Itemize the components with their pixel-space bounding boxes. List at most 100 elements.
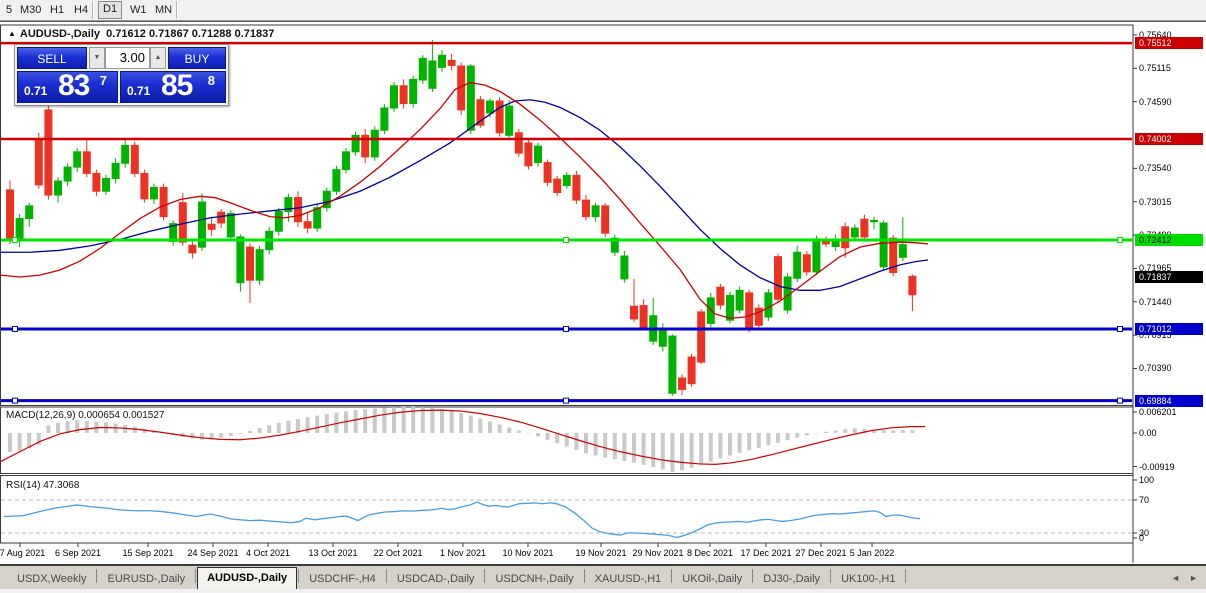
timeframe-button-mn[interactable]: MN bbox=[155, 4, 173, 16]
chart-tab-audusd[interactable]: AUDUSD-,Daily bbox=[197, 567, 298, 590]
candle-body bbox=[342, 151, 350, 171]
candle-body bbox=[610, 237, 619, 253]
sell-price-big-digits: 83 bbox=[58, 69, 90, 102]
candle-body bbox=[678, 377, 686, 390]
tab-scroll-right-icon[interactable]: ► bbox=[1189, 573, 1198, 583]
candle-body bbox=[466, 65, 475, 131]
candle-body bbox=[207, 223, 216, 230]
candle-body bbox=[620, 255, 629, 280]
candle-body bbox=[380, 107, 389, 131]
price-tick-label: 0.70390 bbox=[1139, 363, 1172, 374]
chart-title: ▲ AUDUSD-,Daily 0.71612 0.71867 0.71288 0… bbox=[8, 28, 274, 40]
timeframe-toolbar: 5 M30 H1 H4 D1 W1 MN bbox=[0, 0, 1206, 21]
candle-body bbox=[495, 100, 504, 134]
line-handle[interactable] bbox=[12, 397, 18, 404]
candle-body bbox=[754, 307, 763, 326]
line-handle[interactable] bbox=[1117, 397, 1123, 404]
date-label: 10 Nov 2021 bbox=[502, 548, 554, 558]
date-label: 27 Aug 2021 bbox=[0, 548, 46, 558]
candle-body bbox=[198, 201, 206, 248]
date-label: 22 Oct 2021 bbox=[373, 548, 423, 558]
candle-body bbox=[668, 335, 677, 394]
collapse-triangle-icon[interactable]: ▲ bbox=[8, 29, 16, 38]
chart-tab-xauusd[interactable]: XAUUSD-,H1 bbox=[594, 573, 662, 585]
price-badge: 0.75512 bbox=[1135, 37, 1203, 50]
candle-body bbox=[802, 254, 811, 273]
candle-body bbox=[255, 249, 264, 281]
date-label: 24 Sep 2021 bbox=[187, 548, 239, 558]
chart-tab-usdcnh[interactable]: USDCNH-,Daily bbox=[495, 573, 574, 585]
candle-body bbox=[15, 218, 24, 241]
candle-body bbox=[601, 205, 610, 234]
candle-body bbox=[726, 294, 734, 321]
chart-tab-ukoil[interactable]: UKOil-,Daily bbox=[682, 573, 743, 585]
tab-scroll-left-icon[interactable]: ◄ bbox=[1171, 573, 1180, 583]
price-badge: 0.74002 bbox=[1135, 133, 1203, 145]
timeframe-button-h4[interactable]: H4 bbox=[74, 4, 89, 16]
chart-tab-eurusd[interactable]: EURUSD-,Daily bbox=[107, 573, 186, 585]
candle-body bbox=[226, 212, 235, 238]
candle-body bbox=[716, 286, 725, 306]
chart-tab-usdx[interactable]: USDX,Weekly bbox=[17, 573, 87, 585]
price-tick-label: 0.74590 bbox=[1139, 96, 1172, 107]
date-label: 13 Oct 2021 bbox=[308, 548, 358, 558]
rsi-axis-label: 100 bbox=[1139, 475, 1155, 485]
sell-price-pip-digit: 7 bbox=[99, 73, 107, 88]
sell-price-display[interactable]: 0.71 83 7 bbox=[17, 69, 118, 103]
candle-body bbox=[841, 226, 850, 249]
volume-increase-button[interactable]: ▲ bbox=[150, 47, 166, 69]
chart-symbol-label: AUDUSD-,Daily bbox=[19, 28, 100, 40]
volume-input[interactable]: 3.00 bbox=[105, 47, 150, 69]
line-handle[interactable] bbox=[1117, 325, 1123, 332]
line-handle[interactable] bbox=[563, 237, 569, 244]
chart-tab-usdchf[interactable]: USDCHF-,H4 bbox=[309, 573, 376, 585]
price-tick-label: 0.73540 bbox=[1139, 163, 1172, 174]
date-label: 17 Dec 2021 bbox=[740, 548, 792, 558]
tab-separator bbox=[195, 568, 197, 583]
line-handle[interactable] bbox=[563, 325, 569, 332]
candle-body bbox=[745, 292, 754, 328]
buy-button[interactable]: BUY bbox=[168, 47, 226, 69]
timeframe-button-h1[interactable]: H1 bbox=[50, 4, 65, 16]
candle-body bbox=[370, 129, 379, 158]
timeframe-button-5[interactable]: 5 bbox=[6, 4, 13, 16]
macd-indicator-label: MACD(12,26,9) 0.000654 0.001527 bbox=[6, 410, 165, 421]
sell-button[interactable]: SELL bbox=[17, 47, 87, 69]
timeframe-button-m30[interactable]: M30 bbox=[20, 4, 42, 16]
date-label: 6 Sep 2021 bbox=[54, 548, 102, 558]
candle-body bbox=[524, 142, 533, 167]
timeframe-button-w1[interactable]: W1 bbox=[130, 4, 147, 16]
rsi-axis-label: 0 bbox=[1139, 533, 1145, 543]
line-handle[interactable] bbox=[12, 237, 18, 244]
candle-body bbox=[92, 172, 101, 192]
chart-tab-uk100[interactable]: UK100-,H1 bbox=[841, 573, 896, 585]
buy-price-pip-digit: 8 bbox=[207, 73, 215, 88]
candle-body bbox=[361, 134, 370, 158]
chart-tab-dj30[interactable]: DJ30-,Daily bbox=[763, 573, 821, 585]
candle-body bbox=[543, 162, 552, 183]
candle-body bbox=[332, 169, 341, 192]
line-handle[interactable] bbox=[563, 397, 569, 404]
candle-body bbox=[399, 85, 408, 105]
candle-body bbox=[130, 144, 139, 174]
tab-separator bbox=[385, 568, 387, 583]
candle-body bbox=[82, 151, 91, 174]
candle-body bbox=[6, 189, 14, 241]
chart-tab-usdcad[interactable]: USDCAD-,Daily bbox=[396, 573, 475, 585]
candle-body bbox=[514, 132, 523, 154]
candle-body bbox=[879, 222, 888, 268]
candle-body bbox=[294, 197, 302, 223]
buy-price-display[interactable]: 0.71 85 8 bbox=[120, 69, 226, 103]
candle-body bbox=[582, 199, 590, 218]
candle-body bbox=[898, 244, 907, 258]
line-handle[interactable] bbox=[1117, 237, 1123, 244]
timeframe-button-d1[interactable]: D1 bbox=[98, 1, 123, 19]
price-badge: 0.69884 bbox=[1135, 394, 1203, 407]
volume-decrease-button[interactable]: ▼ bbox=[89, 47, 105, 69]
candle-body bbox=[812, 238, 821, 273]
candle-body bbox=[870, 219, 878, 223]
line-handle[interactable] bbox=[12, 325, 18, 332]
candle-body bbox=[591, 205, 600, 218]
candle-body bbox=[850, 227, 859, 238]
